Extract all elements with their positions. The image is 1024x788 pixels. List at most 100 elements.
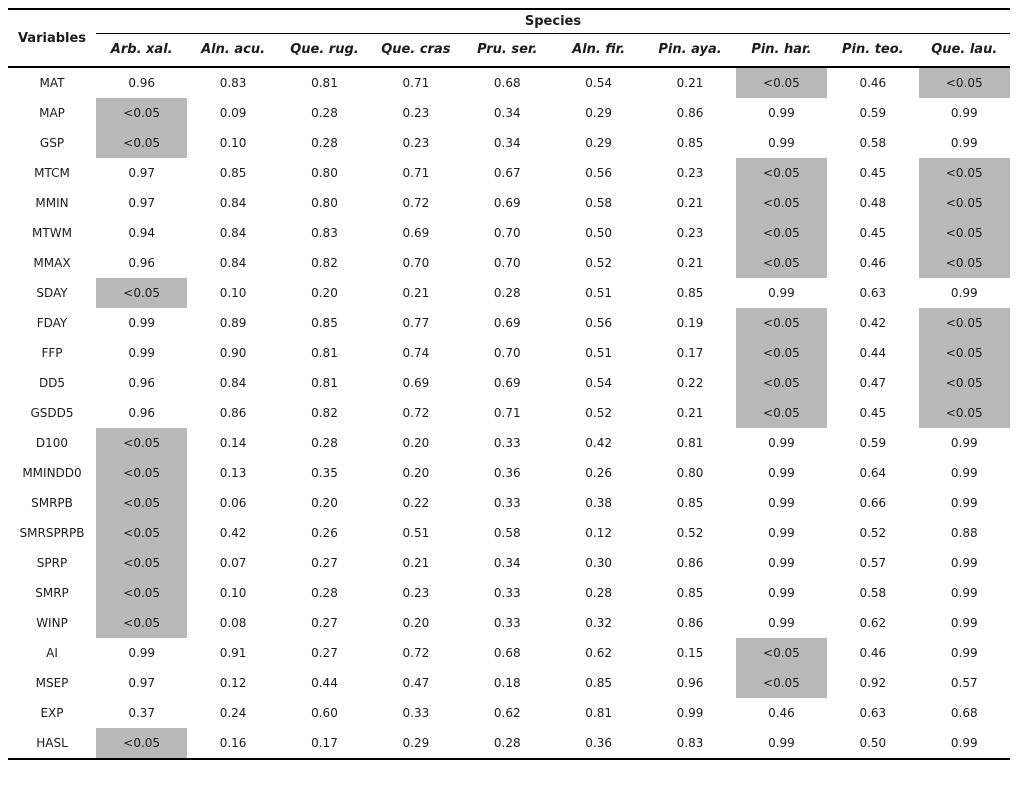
p-value-cell: 0.89 bbox=[219, 316, 247, 330]
p-value-cell: 0.70 bbox=[402, 256, 430, 270]
table-row: WINP <0.05 0.08 0.27 0.20 0.33 0.32 0.86 0.99 0.6… bbox=[8, 608, 1010, 638]
p-value-cell: 0.69 bbox=[493, 376, 521, 390]
p-value-cell: 0.97 bbox=[128, 676, 156, 690]
p-value-cell: 0.63 bbox=[859, 286, 887, 300]
p-value-cell: 0.20 bbox=[311, 286, 338, 300]
p-value-cell: 0.42 bbox=[585, 436, 612, 450]
p-value-cell: 0.44 bbox=[311, 676, 338, 690]
p-value-cell: 0.21 bbox=[402, 286, 430, 300]
variables-header: Variables bbox=[8, 8, 96, 68]
p-value-cell: 0.99 bbox=[768, 466, 795, 480]
variable-label-mmin: MMIN bbox=[35, 196, 69, 210]
table-row: MTCM 0.97 0.85 0.80 0.71 0.67 0.56 0.23 <0.05 0.4… bbox=[8, 158, 1010, 188]
p-value-cell: 0.42 bbox=[219, 526, 247, 540]
p-value-cell: 0.08 bbox=[219, 616, 247, 630]
p-value-cell: 0.23 bbox=[402, 586, 430, 600]
p-value-cell: 0.42 bbox=[859, 316, 887, 330]
p-value-cell: 0.99 bbox=[768, 286, 795, 300]
variable-label-ai: AI bbox=[46, 646, 58, 660]
p-value-cell: 0.80 bbox=[311, 166, 338, 180]
p-value-cell: 0.52 bbox=[585, 256, 612, 270]
p-value-cell: 0.88 bbox=[950, 526, 978, 540]
p-value-cell: 0.84 bbox=[219, 376, 247, 390]
variable-label-gsdd5: GSDD5 bbox=[30, 406, 74, 420]
p-value-cell: 0.68 bbox=[950, 706, 978, 720]
p-value-cell: 0.99 bbox=[735, 728, 828, 760]
p-value-cell-significant: <0.05 bbox=[918, 248, 1010, 278]
p-value-cell-significant: <0.05 bbox=[735, 158, 828, 188]
p-value-cell: 0.66 bbox=[859, 496, 887, 510]
p-value-cell: 0.47 bbox=[402, 676, 430, 690]
variable-label-map: MAP bbox=[39, 106, 65, 120]
p-value-cell: 0.15 bbox=[676, 646, 704, 660]
p-value-cell: 0.83 bbox=[644, 728, 736, 760]
column-header-pin-har: Pin. har. bbox=[735, 33, 828, 68]
p-value-cell: 0.45 bbox=[859, 406, 887, 420]
variable-label-sprp: SPRP bbox=[36, 556, 68, 570]
p-value-cell: 0.81 bbox=[676, 436, 704, 450]
p-value-cell: 0.81 bbox=[311, 376, 338, 390]
p-value-cell: 0.29 bbox=[585, 136, 612, 150]
variable-label-d100: D100 bbox=[35, 436, 69, 450]
p-value-cell: 0.51 bbox=[585, 286, 612, 300]
p-value-cell: 0.16 bbox=[187, 728, 279, 760]
p-value-cell: 0.28 bbox=[493, 286, 521, 300]
variable-label-dd5: DD5 bbox=[38, 376, 66, 390]
p-value-cell: 0.44 bbox=[859, 346, 887, 360]
p-value-cell: 0.84 bbox=[219, 226, 247, 240]
p-value-cell: 0.45 bbox=[859, 166, 887, 180]
variable-label-gsp: GSP bbox=[39, 136, 65, 150]
p-value-cell: 0.35 bbox=[311, 466, 338, 480]
p-value-cell: 0.38 bbox=[585, 496, 612, 510]
p-value-cell: 0.59 bbox=[859, 106, 887, 120]
p-value-cell: 0.33 bbox=[493, 586, 521, 600]
p-value-cell: 0.27 bbox=[311, 556, 338, 570]
p-value-cell: 0.99 bbox=[950, 466, 978, 480]
p-value-cell: 0.52 bbox=[585, 406, 612, 420]
p-value-cell: 0.20 bbox=[402, 616, 430, 630]
p-value-cell-significant: <0.05 bbox=[918, 218, 1010, 248]
p-value-cell: 0.71 bbox=[402, 166, 430, 180]
p-value-cell: 0.51 bbox=[402, 526, 430, 540]
p-value-cell: 0.37 bbox=[128, 706, 156, 720]
table-row: HASL <0.05 0.16 0.17 0.29 0.28 0.36 0.83 0.99 0.5… bbox=[8, 728, 1010, 760]
p-value-cell: 0.51 bbox=[585, 346, 612, 360]
p-value-cell: 0.58 bbox=[493, 526, 521, 540]
p-value-cell: 0.86 bbox=[676, 106, 704, 120]
p-value-cell: 0.86 bbox=[219, 406, 247, 420]
p-value-cell: 0.57 bbox=[950, 676, 978, 690]
p-value-cell-significant: <0.05 bbox=[735, 638, 828, 668]
p-value-cell-significant: <0.05 bbox=[96, 608, 188, 638]
p-value-cell: 0.85 bbox=[676, 586, 704, 600]
variable-label-winp: WINP bbox=[36, 616, 68, 630]
column-header-aln-fir: Aln. fir. bbox=[552, 33, 645, 68]
column-header-aln-acu: Aln. acu. bbox=[187, 33, 279, 68]
p-value-cell: 0.34 bbox=[493, 106, 521, 120]
p-value-cell: 0.99 bbox=[950, 556, 978, 570]
table-row: SMRSPRPB <0.05 0.42 0.26 0.51 0.58 0.12 0.52 0.9… bbox=[8, 518, 1010, 548]
p-value-cell: 0.12 bbox=[219, 676, 247, 690]
p-value-cell: 0.99 bbox=[128, 346, 156, 360]
p-value-cell: 0.92 bbox=[859, 676, 887, 690]
p-value-cell: 0.99 bbox=[768, 496, 795, 510]
p-value-cell: 0.13 bbox=[219, 466, 247, 480]
p-value-cell: 0.99 bbox=[676, 706, 704, 720]
p-value-cell: 0.54 bbox=[585, 76, 612, 90]
p-value-cell-significant: <0.05 bbox=[96, 428, 188, 458]
p-value-table: Variables Species Arb. xal. Aln. acu. Que.… bbox=[8, 8, 1010, 760]
p-value-cell: 0.12 bbox=[585, 526, 612, 540]
p-value-cell: 0.62 bbox=[859, 616, 887, 630]
p-value-cell: 0.85 bbox=[676, 286, 704, 300]
p-value-cell: 0.23 bbox=[676, 166, 704, 180]
p-value-cell: 0.52 bbox=[676, 526, 704, 540]
variable-label-mtwm: MTWM bbox=[32, 226, 72, 240]
p-value-cell: 0.54 bbox=[585, 376, 612, 390]
p-value-cell: 0.99 bbox=[768, 616, 795, 630]
p-value-cell: 0.28 bbox=[585, 586, 612, 600]
p-value-cell: 0.82 bbox=[311, 256, 338, 270]
p-value-cell: 0.27 bbox=[311, 646, 338, 660]
table-row: EXP 0.37 0.24 0.60 0.33 0.62 0.81 0.99 0.46 0.63 0… bbox=[8, 698, 1010, 728]
table-row: SMRPB <0.05 0.06 0.20 0.22 0.33 0.38 0.85 0.99 0.… bbox=[8, 488, 1010, 518]
p-value-cell: 0.26 bbox=[311, 526, 338, 540]
p-value-cell: 0.96 bbox=[128, 376, 156, 390]
